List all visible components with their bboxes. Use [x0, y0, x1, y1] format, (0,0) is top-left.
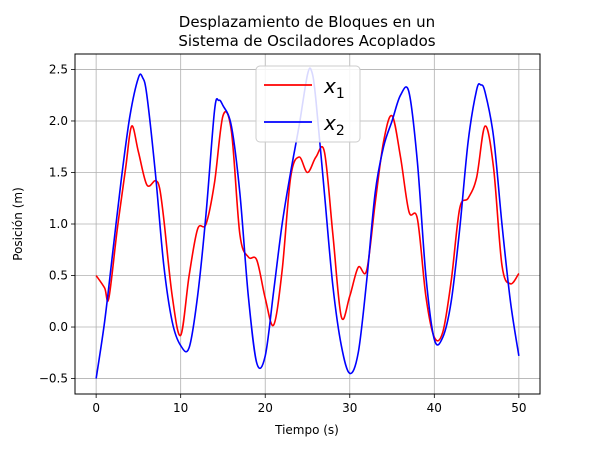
- x-axis-label: Tiempo (s): [274, 423, 339, 437]
- series-line-1: [95, 110, 520, 342]
- x-tick-label: 40: [427, 401, 442, 415]
- chart-title: Desplazamiento de Bloques en un Sistema …: [178, 13, 435, 50]
- chart-title-line-2: Sistema de Osciladores Acoplados: [178, 32, 435, 50]
- chart-title-line-1: Desplazamiento de Bloques en un: [179, 13, 435, 31]
- y-tick-label: 2.5: [49, 62, 68, 76]
- legend-label-subscript: 2: [336, 123, 345, 139]
- x-tick-label: 50: [511, 401, 526, 415]
- y-axis-label: Posición (m): [11, 187, 25, 260]
- y-tick-label: 1.5: [49, 165, 68, 179]
- y-tick-label: 2.0: [49, 114, 68, 128]
- x-tick-label: 0: [92, 401, 100, 415]
- legend-label-subscript: 1: [336, 86, 345, 102]
- y-axis-ticks: −0.5 0.0 0.5 1.0 1.5 2.0 2.5: [39, 62, 75, 386]
- y-tick-label: 0.0: [49, 320, 68, 334]
- y-tick-label: −0.5: [39, 372, 68, 386]
- x-axis-ticks: 0 10 20 30 40 50: [92, 394, 527, 415]
- x-tick-label: 20: [258, 401, 273, 415]
- y-tick-label: 0.5: [49, 269, 68, 283]
- x-tick-label: 10: [173, 401, 188, 415]
- x-tick-label: 30: [342, 401, 357, 415]
- y-tick-label: 1.0: [49, 217, 68, 231]
